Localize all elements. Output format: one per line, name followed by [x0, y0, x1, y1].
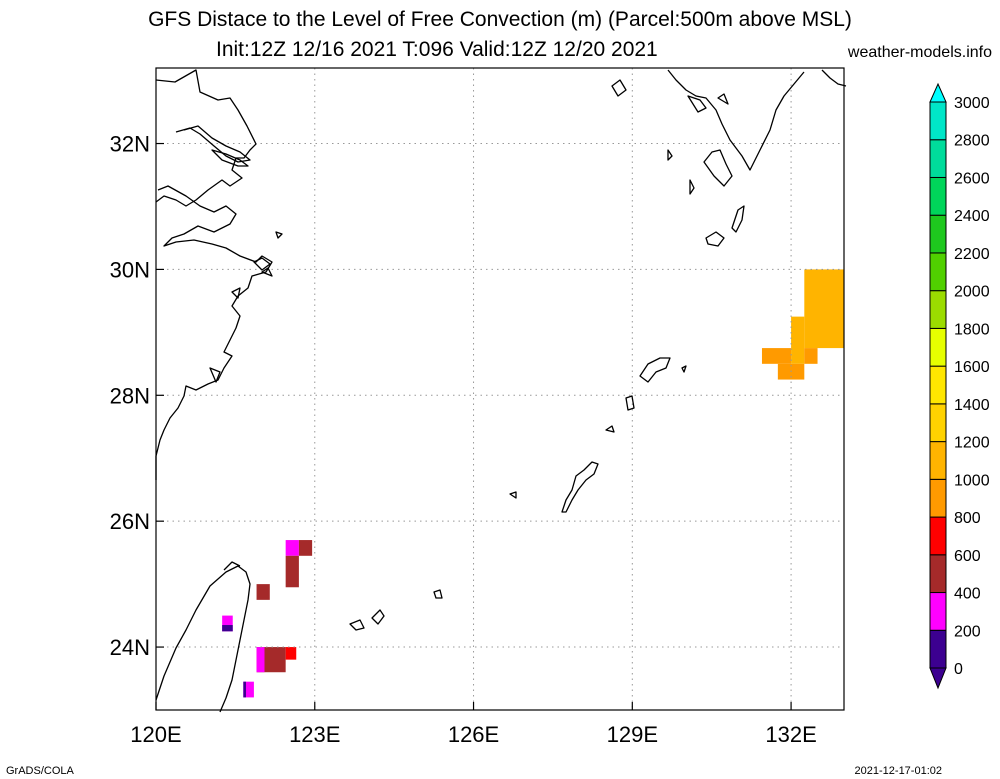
colorbar-label: 1000 [954, 472, 990, 489]
colorbar-segment [929, 290, 947, 329]
field-cell [804, 348, 818, 364]
colorbar: 0 200 400 600 800 1000 1200 1400 1600 1800 2000 220… [929, 82, 990, 690]
goto-islands [611, 79, 695, 195]
colorbar-label: 800 [954, 510, 981, 527]
yakushima [705, 231, 725, 247]
field-cell [285, 647, 297, 660]
field-cell [285, 540, 299, 556]
lon-tick-label: 123E [289, 722, 340, 747]
colorbar-label: 400 [954, 586, 981, 603]
colorbar-label: 2000 [954, 284, 990, 301]
colorbar-label: 1200 [954, 435, 990, 452]
lon-tick-label: 126E [448, 722, 499, 747]
colorbar-under-arrow [929, 667, 947, 690]
colorbar-segment [929, 554, 947, 594]
okinawa-island [561, 461, 599, 513]
colorbar-segment [929, 629, 947, 669]
map-frame [155, 67, 845, 711]
colorbar-segment [929, 365, 947, 405]
field-cell [222, 615, 233, 632]
kyushu-coast [667, 69, 847, 187]
field-cell [222, 625, 233, 632]
colorbar-segment [929, 478, 947, 518]
colorbar-segment [929, 441, 947, 480]
lon-tick-label: 129E [607, 722, 658, 747]
field-cell [243, 681, 246, 698]
china-coast [155, 69, 257, 207]
colorbar-label: 2600 [954, 170, 990, 187]
footer-timestamp: 2021-12-17-01:02 [854, 765, 942, 777]
colorbar-label: 2200 [954, 246, 990, 263]
field-cell [298, 540, 313, 556]
lon-tick-label: 132E [765, 722, 816, 747]
small-isles [509, 425, 615, 499]
field-cells [222, 269, 844, 698]
colorbar-segment [929, 592, 947, 631]
site-credit: weather-models.info [847, 44, 992, 61]
chongming-island [211, 149, 249, 167]
colorbar-label: 3000 [954, 95, 990, 112]
field-cell [285, 555, 299, 588]
footer-software: GrADS/COLA [6, 765, 74, 777]
zhoushan-islands [209, 231, 283, 383]
colorbar-label: 600 [954, 548, 981, 565]
colorbar-label: 200 [954, 623, 981, 640]
colorbar-segment [929, 252, 947, 292]
lat-tick-label: 28N [110, 383, 150, 408]
hangzhou-bay [155, 185, 273, 480]
colorbar-label: 1400 [954, 397, 990, 414]
colorbar-segment [929, 403, 947, 443]
colorbar-segment [929, 214, 947, 254]
yangtze-estuary [175, 125, 251, 163]
field-cell [804, 269, 844, 349]
colorbar-label: 2800 [954, 133, 990, 150]
lat-tick-label: 24N [110, 635, 150, 660]
amami-oshima [639, 357, 671, 383]
miyako-island [433, 589, 443, 599]
field-cell [256, 647, 265, 673]
field-cell [243, 681, 254, 698]
coastlines [155, 69, 847, 713]
title-line-2: Init:12Z 12/16 2021 T:096 Valid:12Z 12/2… [216, 38, 658, 61]
lat-tick-label: 30N [110, 257, 150, 282]
lat-tick-label: 26N [110, 509, 150, 534]
axis-ticks: 120E 123E 126E 129E 132E 24N 26N 28N 30N 32N [110, 132, 817, 747]
lat-tick-label: 32N [110, 132, 150, 157]
colorbar-over-arrow [929, 82, 947, 103]
ishigaki-island [349, 609, 385, 631]
colorbar-label: 1800 [954, 321, 990, 338]
taiwan-island [155, 561, 251, 713]
tokunoshima [625, 365, 687, 411]
colorbar-label: 2400 [954, 208, 990, 225]
colorbar-segment [929, 327, 947, 367]
field-cell [256, 584, 270, 600]
colorbar-segment [929, 101, 947, 141]
field-cell [761, 348, 792, 364]
tanegashima [731, 205, 745, 233]
colorbar-segment [929, 139, 947, 178]
colorbar-segment [929, 176, 947, 216]
lon-tick-label: 120E [130, 722, 181, 747]
title-line-1: GFS Distace to the Level of Free Convect… [148, 8, 852, 31]
graticule [155, 68, 844, 710]
colorbar-segment [929, 516, 947, 556]
colorbar-label: 1600 [954, 359, 990, 376]
colorbar-label: 0 [954, 661, 963, 678]
field-cell [791, 316, 805, 364]
